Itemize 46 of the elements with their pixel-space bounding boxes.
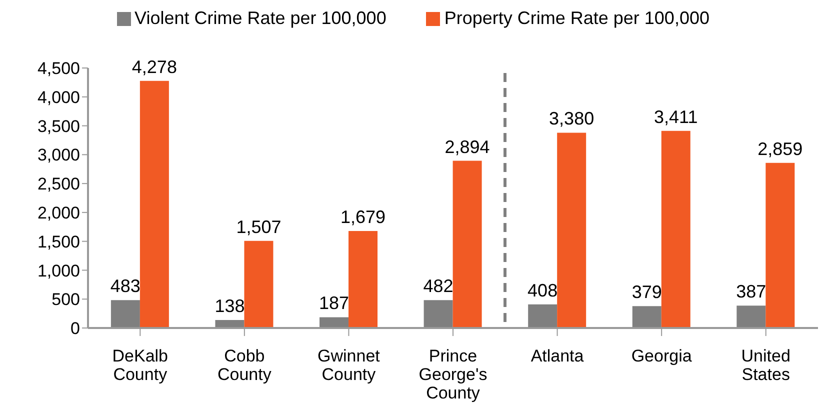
x-tick-label: DeKalb County [112,346,168,384]
data-label: 3,411 [654,106,698,127]
bar [110,300,140,328]
data-label: 4,278 [132,56,177,77]
data-label: 482 [423,276,454,296]
data-label: 483 [110,276,140,296]
y-tick-label: 500 [52,290,80,310]
bar [244,240,274,328]
bar [528,304,558,328]
legend-label: Violent Crime Rate per 100,000 [134,8,386,29]
data-label: 187 [318,293,350,314]
data-label: 138 [214,296,245,316]
data-label: 1,507 [236,216,282,237]
x-tick-label: Atlanta [530,346,584,366]
y-tick-label: 1,000 [37,261,80,280]
data-label: 408 [528,280,558,300]
data-label: 3,380 [549,108,594,129]
bar [661,130,690,328]
y-tick-label: 1,500 [37,232,80,252]
x-tick-label: Cobb County [217,346,272,384]
data-label: 387 [736,282,766,302]
bar [766,162,795,328]
bar [632,306,662,328]
y-tick-label: 2,500 [37,174,80,194]
y-tick-label: 0 [70,319,80,338]
bar [424,300,453,328]
bar [320,317,349,328]
data-label: 2,859 [758,138,803,159]
data-label: 379 [632,282,662,302]
bar [557,132,586,328]
y-tick-label: 4,500 [37,59,80,78]
bar [736,306,766,328]
x-tick-label: Prince George's County [418,346,488,403]
bar [452,160,482,328]
x-tick-label: Georgia [631,346,692,366]
data-label: 1,679 [340,206,386,227]
y-tick-label: 2,000 [37,203,80,222]
y-tick-label: 3,500 [37,116,80,136]
y-tick-label: 4,000 [37,88,80,107]
legend-label: Property Crime Rate per 100,000 [443,8,710,29]
x-tick-label: Gwinnet County [318,346,380,384]
y-tick-label: 3,000 [37,146,80,165]
data-label: 2,894 [444,136,490,157]
x-tick-label: United States [741,346,790,384]
bar [140,80,169,328]
bar [348,230,378,328]
